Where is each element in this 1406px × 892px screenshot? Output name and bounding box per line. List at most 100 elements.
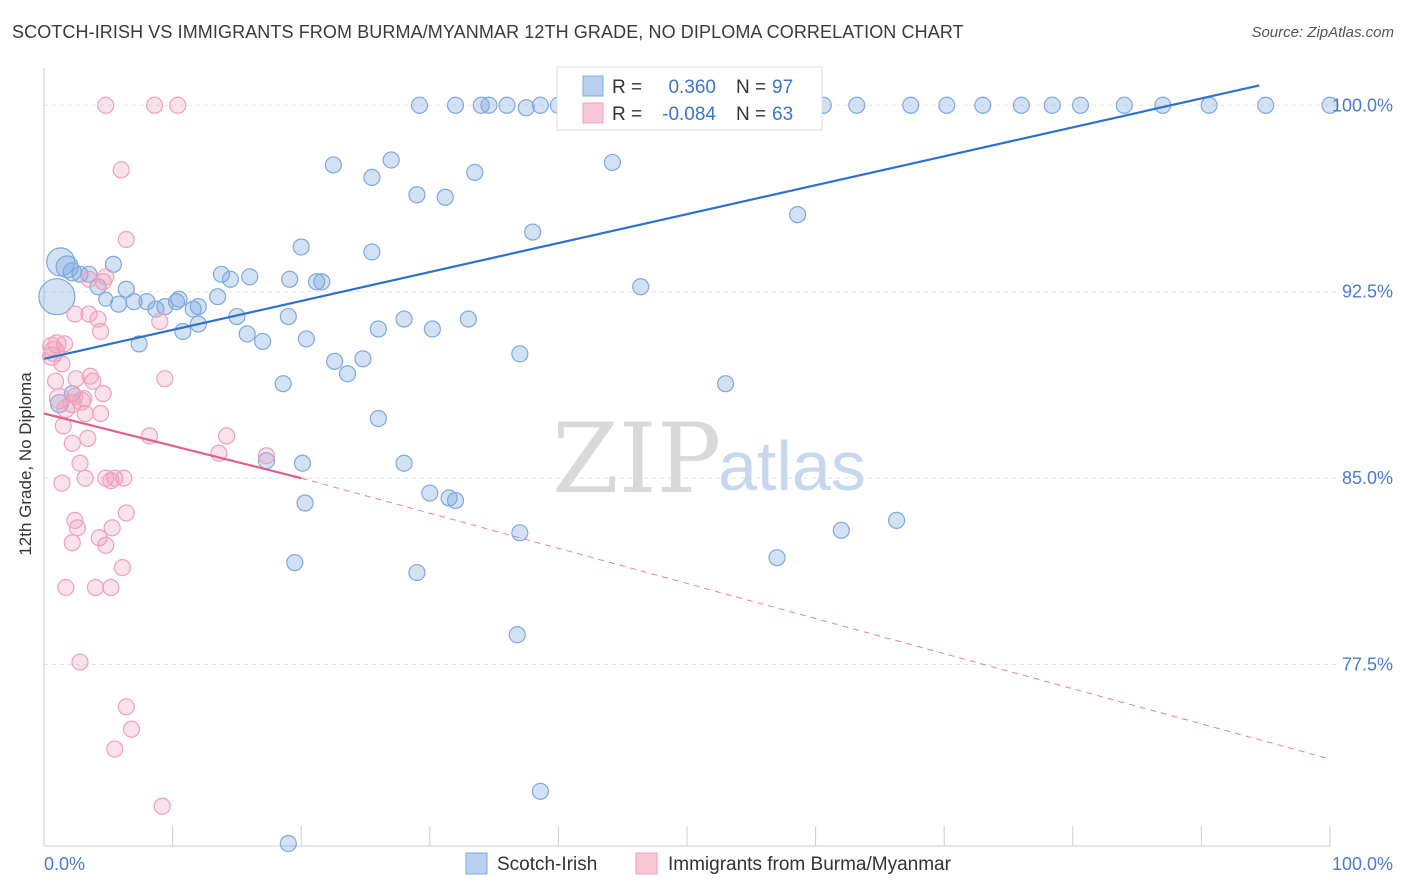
point-scotch-irish-94 [296,494,314,512]
trend-lines [43,84,1331,760]
point-burma-29 [76,469,94,487]
point-burma-15 [66,305,84,323]
point-scotch-irish-8 [117,280,135,298]
point-burma-59 [106,740,124,758]
legend-swatch-scotch-irish [465,852,488,875]
point-scotch-irish-49 [466,163,484,181]
grid [44,104,1340,666]
point-scotch-irish-66 [938,96,956,114]
point-burma-39 [86,578,105,597]
legend-label-scotch-irish: Scotch-Irish [497,854,597,875]
point-scotch-irish-4 [71,265,89,283]
point-burma-27 [71,454,89,472]
watermark-atlas: atlas [718,427,866,505]
watermark-zip: ZIP [552,403,721,515]
point-burma-18 [91,322,110,341]
point-scotch-irish-75 [1321,96,1339,114]
point-burma-49 [169,96,187,114]
point-burma-60 [153,797,171,815]
y-tick-label-1: 85.0% [1342,468,1393,488]
point-scotch-irish-16 [170,290,188,308]
point-scotch-irish-101 [508,626,526,644]
point-burma-45 [112,161,130,179]
point-scotch-irish-52 [531,96,549,114]
point-scotch-irish-22 [130,335,148,353]
stats-legend: R = 0.360 N = 97 R = -0.084 N = 63 [556,66,823,131]
point-scotch-irish-67 [974,96,992,114]
point-scotch-irish-64 [848,96,866,114]
legend-label-burma: Immigrants from Burma/Myanmar [668,854,952,875]
point-scotch-irish-80 [524,223,542,241]
point-scotch-irish-96 [832,521,850,539]
point-scotch-irish-87 [369,409,387,428]
point-scotch-irish-45 [408,186,426,204]
point-burma-23 [81,367,99,385]
y-tick-label-3: 100.0% [1332,95,1393,115]
point-burma-35 [68,519,87,537]
point-scotch-irish-43 [382,151,400,169]
point-burma-44 [63,534,81,552]
stats-n-label-1: N = [736,77,766,98]
stats-swatch-pink [582,102,604,124]
chart-title: SCOTCH-IRISH VS IMMIGRANTS FROM BURMA/MY… [12,22,964,42]
point-scotch-irish-82 [472,96,490,114]
point-burma-50 [151,312,169,331]
point-burma-32 [106,469,124,487]
point-scotch-irish-91 [421,484,439,502]
point-scotch-irish-71 [1115,96,1133,114]
point-burma-28 [53,474,71,492]
point-burma-38 [102,578,120,597]
point-scotch-irish-93 [440,489,458,507]
point-scotch-irish-46 [436,188,454,206]
point-scotch-irish-31 [308,273,326,291]
point-scotch-irish-15 [167,293,186,311]
point-scotch-irish-98 [888,511,906,529]
point-burma-43 [117,504,135,522]
point-burma-25 [94,273,112,291]
point-scotch-irish-84 [632,278,650,296]
point-scotch-irish-18 [221,270,240,288]
point-scotch-irish-100 [408,563,426,582]
point-scotch-irish-37 [338,365,357,383]
trend-line-scotch-irish [43,84,1260,360]
point-scotch-irish-88 [293,454,312,472]
point-burma-48 [145,96,164,114]
x-tick-label-1: 100.0% [1332,854,1393,874]
point-scotch-irish-51 [498,96,516,114]
point-scotch-irish-73 [1200,96,1218,114]
point-burma-5 [56,398,76,419]
point-scotch-irish-90 [395,454,413,472]
point-burma-20 [94,385,112,403]
point-scotch-irish-38 [354,350,372,368]
point-scotch-irish-47 [423,320,441,338]
y-tick-label-2: 92.5% [1342,282,1393,302]
point-burma-51 [156,370,174,388]
point-scotch-irish-83 [603,153,622,172]
point-scotch-irish-85 [716,375,735,393]
point-scotch-irish-41 [324,156,342,174]
point-scotch-irish-44 [395,310,413,328]
point-scotch-irish-27 [241,268,259,286]
stats-swatch-blue [582,75,604,97]
point-burma-26 [80,270,98,288]
point-scotch-irish-103 [279,834,297,853]
point-scotch-irish-86 [788,206,807,224]
point-scotch-irish-68 [1012,96,1030,114]
point-scotch-irish-65 [902,96,920,114]
stats-r-value-2: -0.084 [662,104,716,125]
legend-swatch-burma [635,852,658,875]
point-scotch-irish-33 [254,332,272,351]
point-scotch-irish-32 [279,307,297,326]
y-axis-label: 12th Grade, No Diploma [16,372,35,556]
point-scotch-irish-11 [125,293,143,311]
point-scotch-irish-95 [511,524,529,542]
point-burma-40 [57,578,75,597]
point-scotch-irish-40 [363,243,381,261]
stats-r-value-1: 0.360 [668,77,716,98]
point-scotch-irish-1 [38,278,76,316]
point-scotch-irish-34 [313,273,331,291]
source-credit: Source: ZipAtlas.com [1251,24,1394,41]
point-scotch-irish-69 [1043,96,1061,114]
point-burma-41 [97,536,115,554]
